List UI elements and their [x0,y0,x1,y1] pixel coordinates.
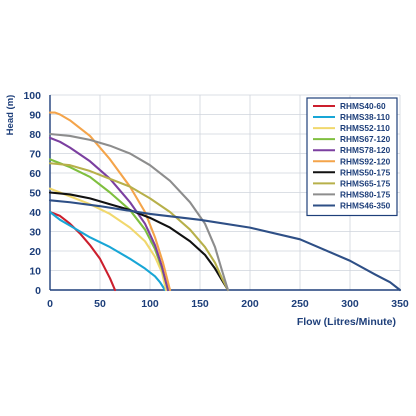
legend-label: RHMS67-120 [340,134,391,144]
legend-label: RHMS52-110 [340,123,390,133]
y-tick-label: 100 [23,90,41,102]
legend-label: RHMS92-120 [340,156,391,166]
y-tick-label: 30 [29,227,41,239]
x-tick-label: 250 [291,298,309,310]
y-tick-label: 80 [29,129,41,141]
x-tick-label: 300 [341,298,359,310]
legend-label: RHMS40-60 [340,101,386,111]
y-tick-label: 90 [29,110,41,122]
series-line-rhms80-175 [48,132,230,292]
legend-label: RHMS38-110 [340,112,390,122]
legend-label: RHMS65-175 [340,178,391,188]
y-tick-label: 40 [29,207,41,219]
legend-label: RHMS50-175 [340,167,391,177]
x-tick-label: 350 [391,298,409,310]
series-line-rhms50-175 [48,191,230,292]
legend-label: RHMS78-120 [340,145,391,155]
series-line-rhms65-175 [48,162,230,292]
x-tick-label: 100 [141,298,159,310]
y-tick-label: 50 [29,188,41,200]
series-group [48,111,402,292]
x-tick-label: 50 [94,298,106,310]
y-tick-label: 10 [29,266,41,278]
x-tick-label: 150 [191,298,209,310]
y-axis-label: Head (m) [5,95,16,136]
x-tick-label: 200 [241,298,259,310]
series-line-rhms40-60 [48,210,117,292]
series-line-rhms78-120 [48,136,170,292]
y-tick-label: 60 [29,168,41,180]
x-axis-label: Flow (Litres/Minute) [297,316,396,328]
y-tick-label: 70 [29,149,41,161]
legend-label: RHMS80-175 [340,189,391,199]
x-tick-label: 0 [47,298,53,310]
series-line-rhms38-110 [48,210,167,292]
legend-label: RHMS46-350 [340,200,391,210]
series-line-rhms46-350 [48,199,402,292]
y-tick-label: 20 [29,246,41,258]
y-tick-label: 0 [35,285,41,297]
series-line-rhms92-120 [48,111,172,292]
